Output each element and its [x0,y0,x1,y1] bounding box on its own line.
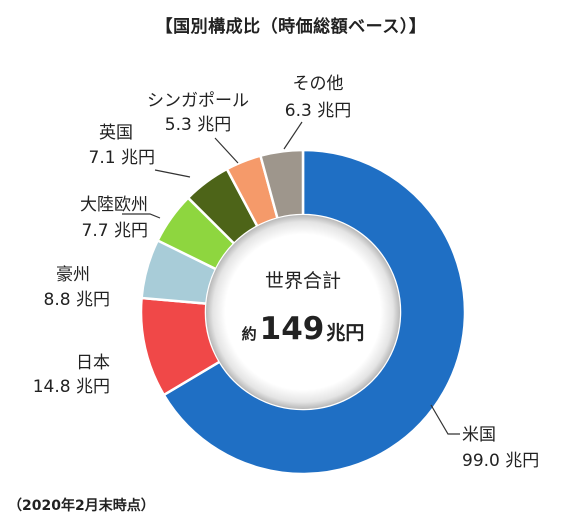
chart-title: 【国別構成比（時価総額ベース）】 [155,17,427,37]
leader-line-5 [214,137,239,164]
leader-line-4 [154,169,191,178]
slice-value-2: 8.8 兆円 [44,290,110,310]
center-label: 世界合計 [265,270,341,292]
slice-name-1: 日本 [76,353,110,373]
slice-name-6: その他 [293,74,344,94]
slice-value-0: 99.0 兆円 [462,451,539,471]
slice-value-1: 14.8 兆円 [33,377,110,397]
center-prefix: 約 [242,325,257,343]
slice-name-2: 豪州 [56,264,90,285]
slice-0 [162,148,467,476]
slice-name-5: シンガポール [147,91,249,111]
slice-name-0: 米国 [462,425,496,445]
slice-value-4: 7.1 兆円 [89,148,155,168]
slice-name-3: 大陸欧州 [80,195,148,215]
slice-value-6: 6.3 兆円 [285,101,351,121]
slice-value-3: 7.7 兆円 [82,221,148,241]
leader-line-6 [283,121,303,150]
slice-value-5: 5.3 兆円 [165,115,231,135]
leader-line-3 [122,213,161,219]
center-value: 149 [260,311,325,347]
center-total: 約149 兆円 [242,311,365,347]
slice-name-4: 英国 [99,123,133,143]
leader-line-0 [430,404,460,435]
donut-hole [206,215,400,409]
footnote: （2020年2月末時点） [8,498,155,514]
center-unit: 兆円 [326,322,364,344]
